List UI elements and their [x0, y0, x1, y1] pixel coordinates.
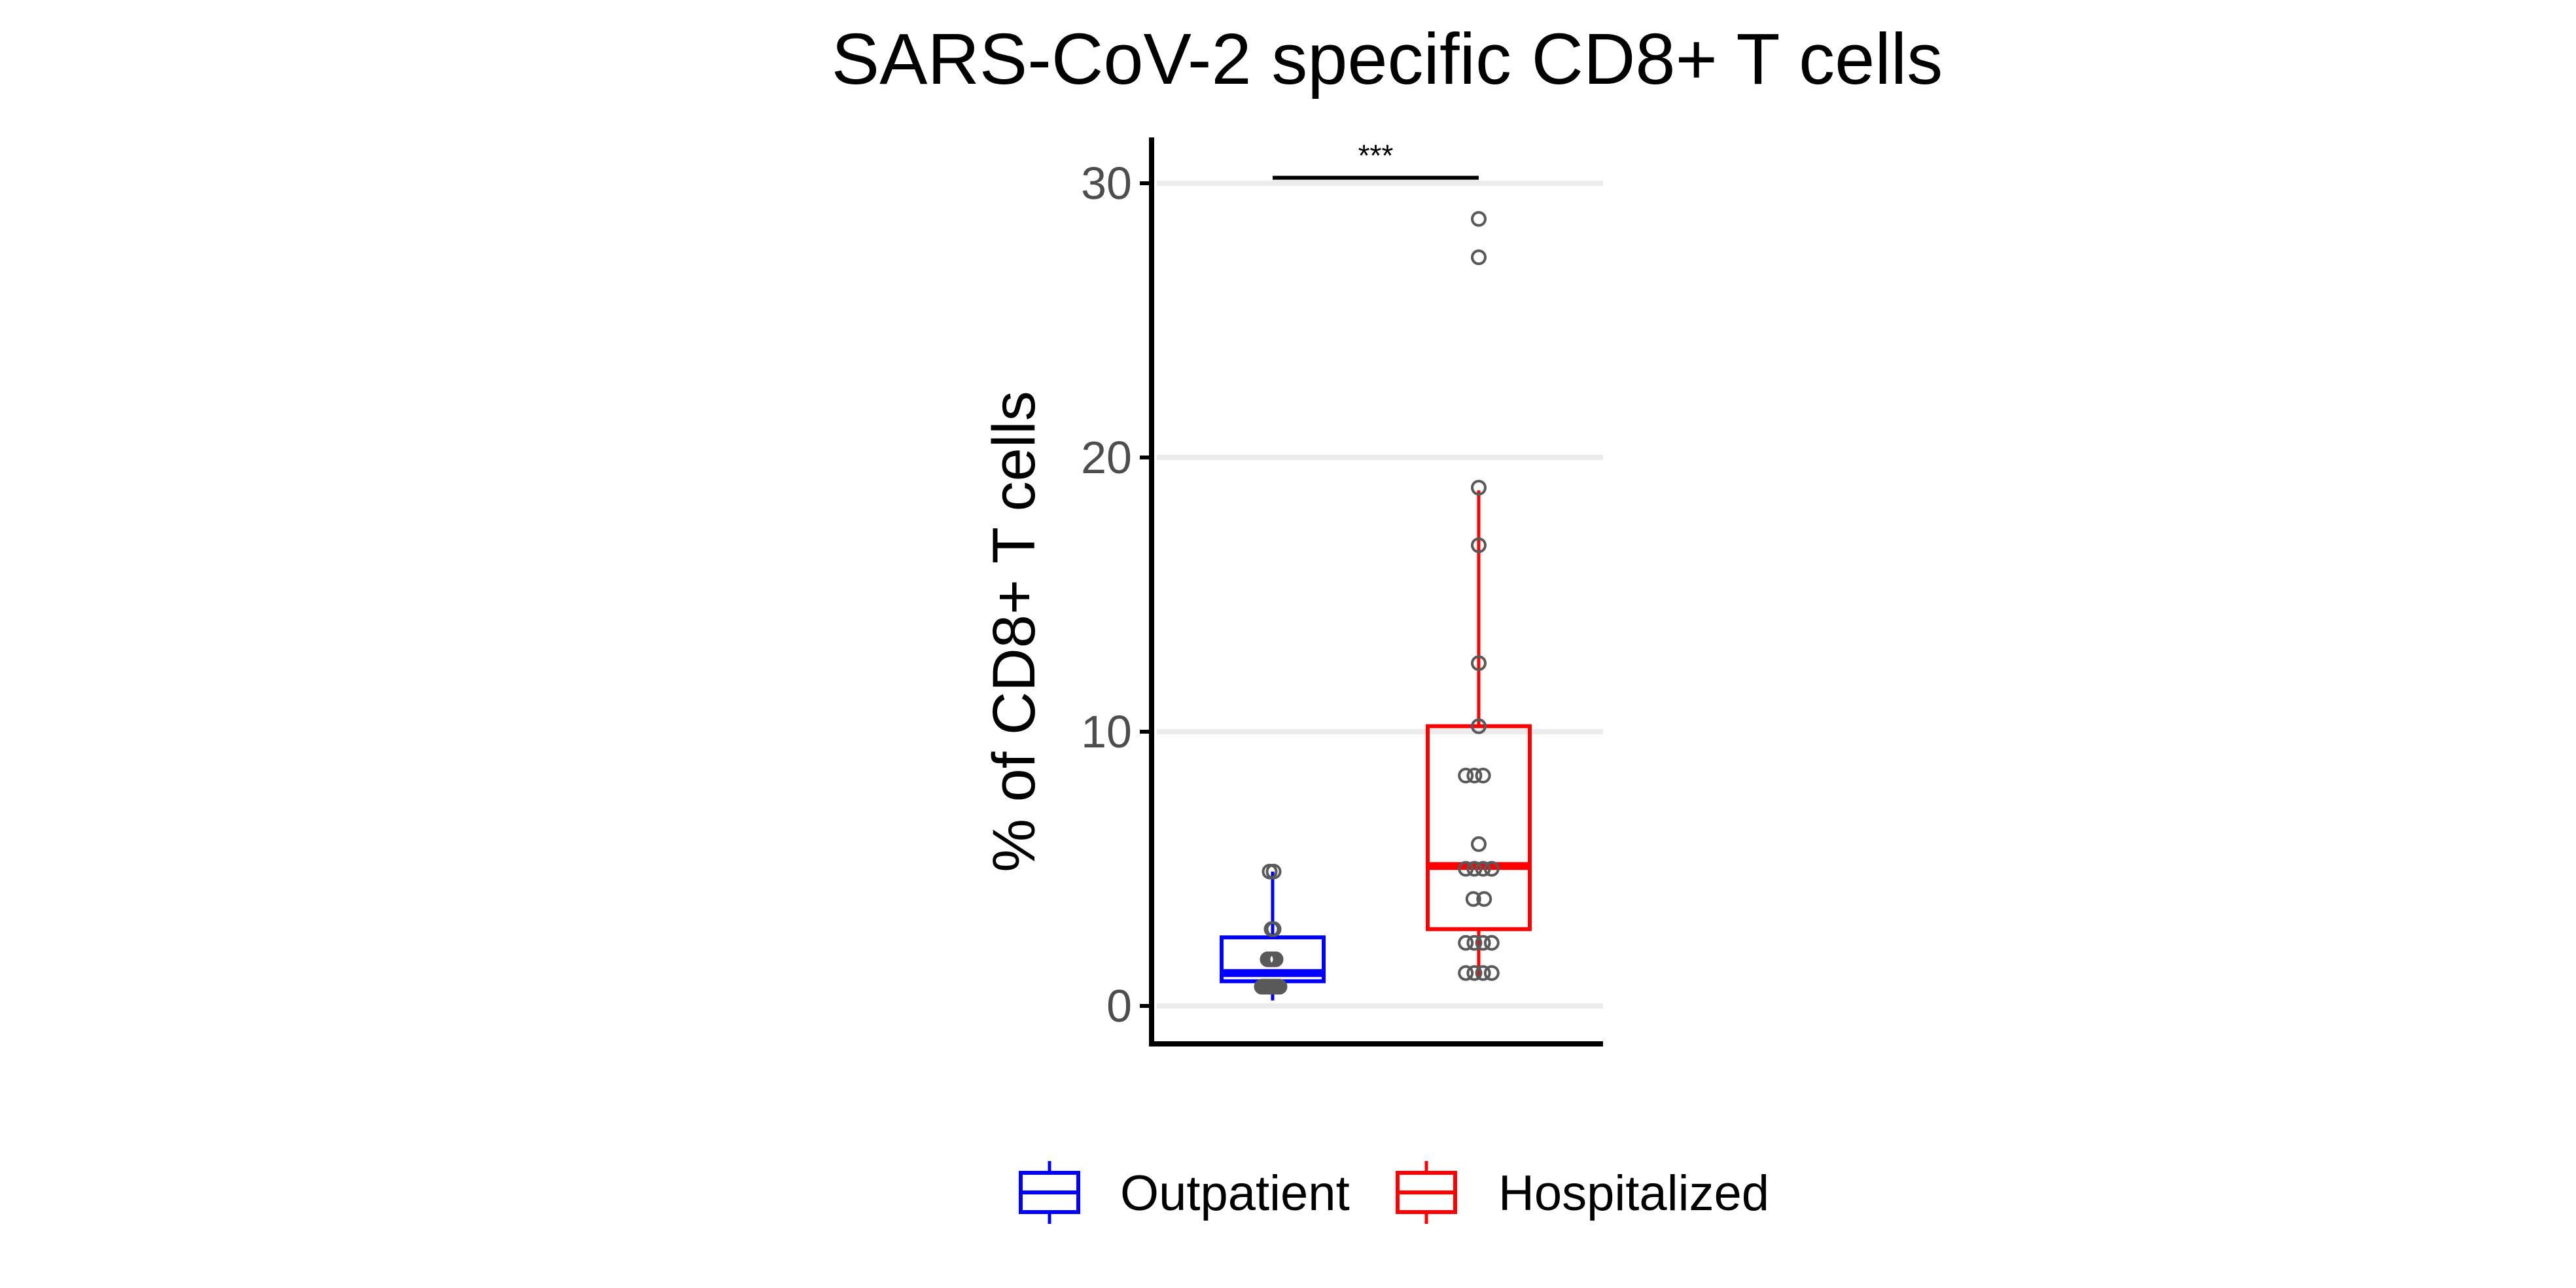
data-point-hospitalized-7	[1466, 768, 1483, 784]
data-point-outpatient-8	[1267, 951, 1284, 967]
data-point-hospitalized-9	[1471, 836, 1487, 852]
data-point-hospitalized-0	[1471, 211, 1487, 227]
data-point-hospitalized-1	[1471, 249, 1487, 266]
data-point-hospitalized-13	[1483, 861, 1500, 877]
data-point-hospitalized-17	[1466, 935, 1483, 951]
y-axis-label-layer: % of CD8+ T cells	[981, 391, 1048, 872]
box-body	[1426, 724, 1532, 931]
data-point-hospitalized-23	[1483, 965, 1500, 981]
legend-label-outpatient: Outpatient	[1120, 1166, 1350, 1221]
legend: Outpatient Hospitalized	[1019, 1161, 1769, 1224]
data-point-hospitalized-5	[1471, 718, 1487, 734]
significance-annotation: ***	[1273, 139, 1479, 180]
data-point-hospitalized-11	[1466, 861, 1483, 877]
data-point-hospitalized-15	[1476, 891, 1492, 907]
data-point-hospitalized-6	[1458, 768, 1474, 784]
chart-title: SARS-CoV-2 specific CD8+ T cells	[832, 19, 1943, 99]
data-point-hospitalized-8	[1475, 768, 1491, 784]
legend-label-hospitalized: Hospitalized	[1498, 1166, 1769, 1221]
data-point-hospitalized-19	[1483, 935, 1500, 951]
data-point-outpatient-3	[1265, 921, 1282, 937]
title-layer: SARS-CoV-2 specific CD8+ T cells	[832, 19, 1943, 99]
y-tick-label-0: 0	[1106, 980, 1132, 1031]
data-point-hospitalized-21	[1466, 965, 1483, 981]
y-tick-label-30: 30	[1081, 158, 1132, 209]
data-point-hospitalized-16	[1458, 935, 1474, 951]
data-point-hospitalized-14	[1465, 891, 1481, 907]
data-point-hospitalized-10	[1458, 861, 1474, 877]
axes: 0 10 20 30	[1081, 137, 1603, 1046]
data-point-hospitalized-22	[1475, 965, 1491, 981]
data-point-hospitalized-18	[1475, 935, 1491, 951]
y-axis-label: % of CD8+ T cells	[981, 391, 1048, 872]
significance-label: ***	[1358, 139, 1394, 173]
data-points	[1254, 211, 1500, 995]
box-hospitalized	[1426, 490, 1532, 979]
data-point-hospitalized-12	[1475, 861, 1491, 877]
y-tick-label-20: 20	[1081, 432, 1132, 483]
gridlines	[1157, 181, 1603, 1009]
data-point-outpatient-18	[1271, 978, 1288, 995]
data-point-outpatient-1	[1265, 863, 1282, 880]
y-tick-label-10: 10	[1081, 706, 1132, 757]
data-point-hospitalized-3	[1471, 537, 1487, 554]
data-point-hospitalized-4	[1471, 655, 1487, 671]
data-point-hospitalized-20	[1458, 965, 1474, 981]
data-point-hospitalized-2	[1471, 480, 1487, 496]
legend-item-outpatient: Outpatient	[1019, 1161, 1350, 1224]
legend-item-hospitalized: Hospitalized	[1396, 1161, 1769, 1224]
